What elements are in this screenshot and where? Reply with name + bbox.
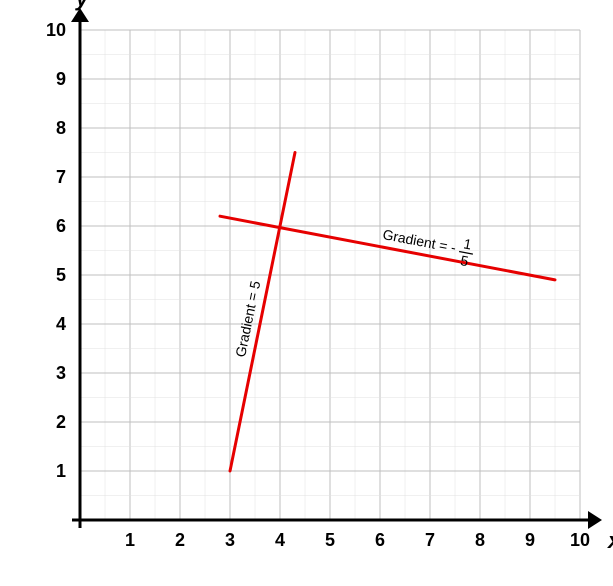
y-axis-label: y xyxy=(75,0,90,11)
x-tick-label: 8 xyxy=(475,530,485,550)
y-tick-label: 8 xyxy=(56,118,66,138)
y-tick-label: 2 xyxy=(56,412,66,432)
chart-bg xyxy=(0,0,613,586)
y-tick-label: 5 xyxy=(56,265,66,285)
x-tick-label: 4 xyxy=(275,530,285,550)
x-tick-label: 9 xyxy=(525,530,535,550)
x-tick-label: 6 xyxy=(375,530,385,550)
y-tick-label: 7 xyxy=(56,167,66,187)
y-tick-label: 4 xyxy=(56,314,66,334)
x-tick-label: 7 xyxy=(425,530,435,550)
y-tick-label: 10 xyxy=(46,20,66,40)
x-tick-label: 10 xyxy=(570,530,590,550)
x-axis-label: x xyxy=(607,528,613,553)
y-tick-label: 6 xyxy=(56,216,66,236)
x-tick-label: 1 xyxy=(125,530,135,550)
x-tick-label: 2 xyxy=(175,530,185,550)
chart-container: 1234567891012345678910xyGradient = 5Grad… xyxy=(0,0,613,586)
x-tick-label: 5 xyxy=(325,530,335,550)
chart-svg: 1234567891012345678910xyGradient = 5Grad… xyxy=(0,0,613,586)
y-tick-label: 1 xyxy=(56,461,66,481)
x-tick-label: 3 xyxy=(225,530,235,550)
y-tick-label: 9 xyxy=(56,69,66,89)
y-tick-label: 3 xyxy=(56,363,66,383)
grid xyxy=(80,30,580,520)
